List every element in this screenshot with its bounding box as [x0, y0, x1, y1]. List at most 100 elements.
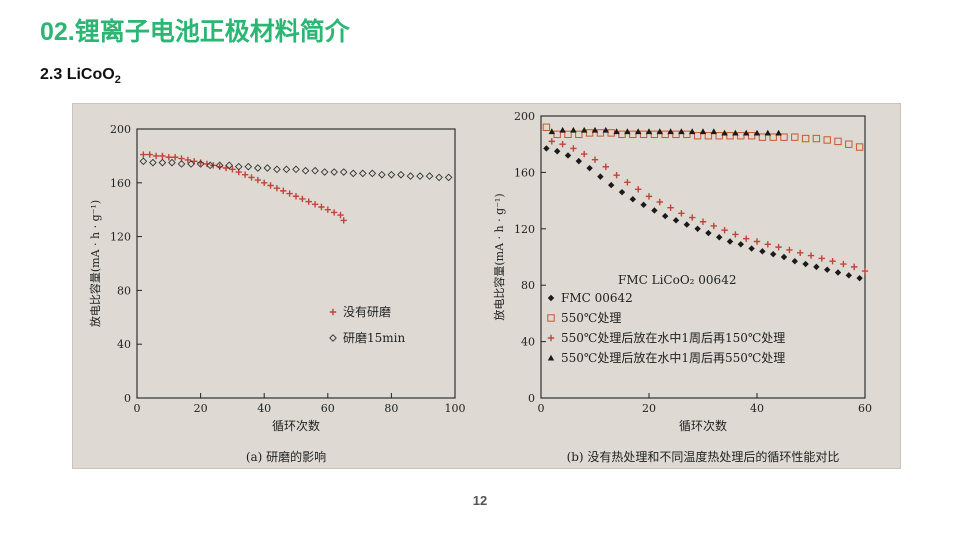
chart1-point: [159, 152, 166, 160]
chart2-point: [699, 218, 707, 225]
chart1-y-tick-label: 40: [117, 338, 131, 351]
chart1-point: [292, 165, 300, 174]
chart2-point: [629, 195, 636, 203]
chart2-point: [764, 241, 771, 248]
chart2-point: [855, 143, 864, 151]
chart2-point: [802, 260, 809, 268]
chart2-point: [613, 172, 620, 179]
chart1-point: [318, 203, 325, 211]
chart2-point: [732, 231, 739, 238]
chart1-point: [225, 161, 234, 170]
chart2-point: [585, 129, 594, 137]
chart2-legend-symbol: [547, 354, 555, 361]
chart-photo: 0 20 40 60 80 100 40 80 120 160 200 0 循环次数 放电比容量(mA ·…: [72, 103, 901, 469]
chart2-point: [548, 138, 555, 145]
chart1-legend-symbol: [329, 334, 337, 342]
chart2-point: [678, 128, 685, 135]
chart1-point: [273, 165, 281, 174]
chart2-y-tick-label: 80: [521, 279, 535, 292]
chart2-legend-symbol: [547, 334, 555, 342]
chart1-point: [444, 173, 453, 182]
chart2-plot-frame: [540, 115, 866, 399]
chart2-point: [672, 130, 680, 139]
chart2-legend-marker-3: [547, 334, 555, 342]
chart1-plot-frame: [136, 128, 456, 399]
chart2-point: [812, 134, 821, 143]
chart2-legend-label-4: 550℃处理后放在水中1周后再550℃处理: [561, 350, 785, 365]
chart1-point: [248, 174, 255, 181]
chart2-point: [775, 243, 782, 251]
chart2-point: [845, 272, 852, 279]
chart1-legend-marker-1: [329, 308, 337, 316]
chart1-point: [435, 173, 443, 182]
chart2-point: [639, 130, 648, 139]
chart1-x-tick-label: 60: [321, 402, 335, 415]
chart2-point: [608, 181, 615, 189]
chart1-point: [146, 151, 153, 158]
chart1-point: [158, 158, 167, 167]
chart1-legend-marker-2: [329, 334, 337, 342]
chart1-point: [330, 168, 338, 176]
chart1-point: [229, 166, 236, 173]
chart2-point: [689, 128, 696, 135]
chart1-point: [263, 164, 272, 172]
chart2-point: [797, 249, 804, 256]
chart1-point: [339, 168, 348, 176]
chart2-point: [624, 179, 631, 186]
chart1-point: [299, 195, 306, 203]
chart2-point: [575, 157, 582, 165]
chart1-point: [168, 158, 176, 167]
chart2-point: [629, 130, 637, 139]
chart2-point: [667, 128, 674, 135]
chart2-point: [564, 152, 572, 159]
chart1-x-tick-label: 0: [134, 402, 141, 415]
chart1-x-tick-label: 20: [194, 402, 208, 415]
chart2-point: [661, 130, 669, 139]
chart2-point: [780, 133, 788, 141]
chart1-point: [425, 172, 434, 180]
chart2-legend-marker-1: [547, 294, 555, 302]
chart1-y-tick-label: 80: [117, 284, 131, 297]
chart2-legend-label-1: FMC 00642: [561, 291, 633, 305]
chart2-point: [694, 225, 701, 232]
chart2-point: [543, 145, 550, 152]
chart2-point: [721, 129, 728, 136]
chart2-point: [596, 129, 605, 137]
chart2-point: [602, 163, 609, 170]
chart1-point: [261, 179, 268, 186]
chart1-point: [368, 169, 377, 178]
chart1-point: [320, 168, 329, 176]
chart2-x-tick-label: 20: [642, 402, 656, 415]
chart2-point: [721, 227, 728, 234]
chart2-legend-label-3: 550℃处理后放在水中1周后再150℃处理: [561, 330, 785, 345]
chart1-point: [234, 162, 243, 171]
chart1-y-origin-label: 0: [124, 392, 131, 405]
chart1-point: [273, 184, 281, 192]
section-heading-subscript: 2: [114, 74, 121, 87]
chart1-caption: (a) 研磨的影响: [246, 449, 326, 464]
chart2-point: [856, 274, 863, 282]
chart2-x-tick-label: 60: [858, 402, 872, 415]
chart2-point: [672, 217, 680, 224]
chart2-point: [656, 128, 663, 135]
chart2-point: [570, 126, 577, 133]
chart2-point: [861, 267, 869, 275]
chart1-point: [301, 166, 310, 175]
chart2-point: [823, 136, 831, 144]
chart2-point: [542, 123, 551, 131]
chart2-point: [699, 128, 707, 135]
chart2-point: [743, 235, 750, 242]
chart1-point: [206, 161, 214, 170]
chart2-point: [645, 128, 653, 135]
chart2-series-3: [548, 138, 869, 275]
chart2-point: [840, 260, 847, 268]
chart2-point: [651, 207, 658, 214]
chart2-x-axis-label: 循环次数: [679, 418, 727, 433]
chart2-point: [710, 222, 717, 230]
chart1-point: [254, 176, 262, 184]
chart2-point: [786, 246, 793, 254]
chart2-point: [678, 210, 685, 217]
chart1-point: [177, 160, 186, 168]
chart2-x-tick-label: 40: [750, 402, 764, 415]
chart1-point: [244, 162, 253, 171]
